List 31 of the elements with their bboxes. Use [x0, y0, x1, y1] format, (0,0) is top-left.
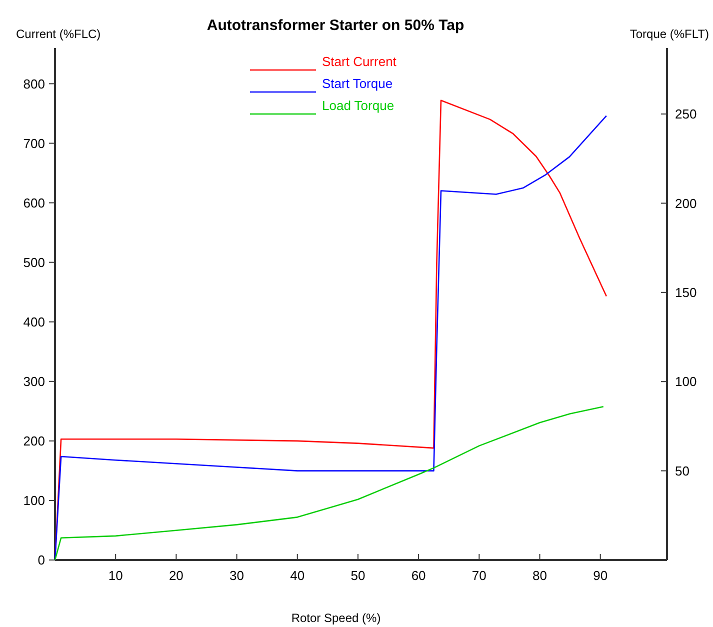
y-tick-label: 800: [23, 76, 45, 92]
line-series: [54, 406, 604, 561]
x-tick-label: 10: [108, 568, 123, 583]
y-tick-label: 200: [23, 433, 45, 448]
x-tick-label: 70: [472, 568, 486, 583]
y-axis-title: Current (%FLC): [16, 27, 101, 41]
chart-title: Autotransformer Starter on 50% Tap: [206, 17, 464, 34]
y2-axis-title: Torque (%FLT): [630, 27, 709, 41]
x-axis-title: Rotor Speed (%): [291, 611, 381, 625]
x-tick-label: 50: [350, 568, 366, 583]
text: Load Torque: [322, 98, 394, 113]
y2-tick-label: 250: [675, 106, 697, 122]
y-tick-label: 400: [23, 314, 45, 330]
y2-tick-label: 50: [675, 463, 690, 478]
x-tick-label: 90: [593, 568, 608, 583]
y2-tick-label: 200: [675, 196, 697, 211]
x-tick-label: 80: [532, 568, 547, 583]
text: Start Current: [322, 54, 397, 69]
y-tick-label: 100: [23, 493, 45, 508]
y-tick-label: 500: [23, 254, 45, 270]
y2-tick-label: 150: [675, 284, 697, 300]
text: Start Torque: [322, 76, 393, 91]
y-tick-label: 700: [23, 136, 45, 151]
y-tick-label: 600: [23, 195, 45, 210]
x-tick-label: 20: [168, 568, 184, 583]
y2-tick-label: 100: [675, 374, 697, 390]
y-tick-label: 0: [38, 552, 45, 568]
x-tick-label: 30: [230, 568, 244, 583]
x-tick-label: 40: [290, 568, 305, 583]
x-tick-label: 60: [411, 568, 426, 583]
y-tick-label: 300: [23, 374, 45, 389]
